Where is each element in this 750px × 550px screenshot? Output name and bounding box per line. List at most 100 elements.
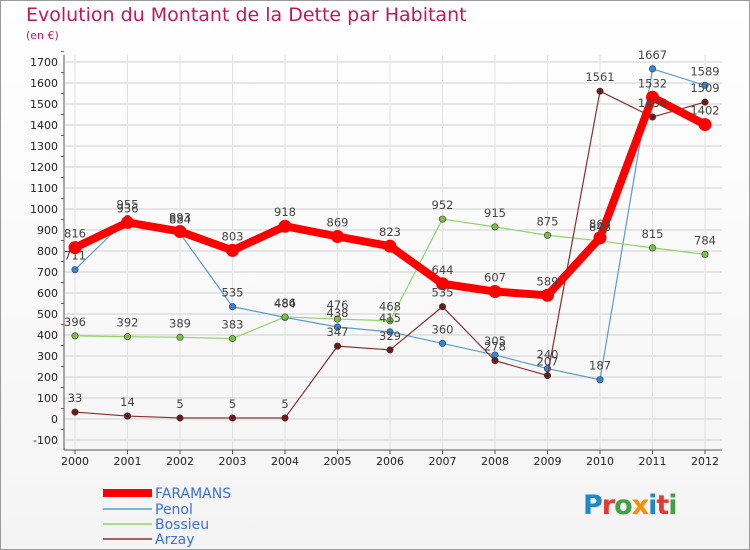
data-label-penol: 955: [117, 197, 139, 211]
data-point-arzay: [648, 113, 656, 121]
logo-letter: x: [631, 490, 649, 521]
data-point-bossieu: [71, 332, 79, 340]
data-point-penol: [386, 328, 394, 336]
x-tick-label: 2006: [376, 455, 404, 468]
data-point-bossieu: [438, 215, 446, 223]
axis-layer: -100 0 100 200 300 400 500 600 700 800 900 1000 1100…: [30, 51, 722, 468]
data-point-arzay: [176, 414, 184, 422]
data-label-faramans: 803: [222, 229, 244, 243]
logo-letter: P: [583, 490, 603, 521]
x-tick-label: 2012: [691, 455, 719, 468]
data-label-bossieu: 915: [484, 206, 506, 220]
data-label-faramans: 823: [379, 225, 401, 239]
logo-letter: o: [614, 490, 633, 521]
data-label-bossieu: 392: [117, 316, 139, 330]
data-label-bossieu: 784: [694, 233, 716, 247]
data-point-bossieu: [648, 244, 656, 252]
data-label-arzay: 1438: [638, 96, 667, 110]
data-label-penol: 305: [484, 334, 506, 348]
data-label-arzay: 5: [176, 397, 183, 411]
y-tick-label: -100: [33, 434, 58, 447]
y-tick-label: 200: [37, 371, 58, 384]
data-label-penol: 438: [327, 306, 349, 320]
x-tick-label: 2011: [639, 455, 667, 468]
data-point-faramans: [121, 215, 134, 229]
data-point-bossieu: [176, 333, 184, 341]
data-point-arzay: [596, 87, 604, 95]
proxiti-logo: Proxiti: [583, 490, 678, 521]
data-label-faramans: 1532: [638, 76, 667, 90]
y-tick-label: 1400: [30, 119, 58, 132]
data-label-penol: 240: [537, 348, 559, 362]
y-tick-label: 100: [37, 392, 58, 405]
data-label-faramans: 1402: [690, 104, 719, 118]
data-point-bossieu: [701, 250, 709, 258]
y-tick-label: 700: [37, 266, 58, 279]
data-label-bossieu: 476: [327, 298, 349, 312]
data-point-bossieu: [124, 333, 132, 341]
logo-letter: r: [601, 490, 615, 521]
x-tick-label: 2010: [586, 455, 614, 468]
y-tick-label: 300: [37, 350, 58, 363]
data-point-penol: [71, 266, 79, 274]
data-point-faramans: [488, 285, 502, 299]
legend-label-bossieu: Bossieu: [155, 517, 209, 533]
series-layer: [68, 65, 712, 422]
data-label-penol: 884: [169, 212, 191, 226]
data-point-faramans: [436, 277, 449, 291]
y-tick-label: 800: [37, 245, 58, 258]
data-label-bossieu: 468: [379, 300, 401, 314]
data-point-faramans: [698, 118, 712, 132]
x-tick-label: 2007: [429, 455, 457, 468]
y-tick-label: 0: [51, 413, 58, 426]
data-label-faramans: 816: [64, 227, 86, 241]
data-label-penol: 187: [589, 359, 611, 373]
data-point-penol: [596, 376, 604, 384]
data-point-faramans: [68, 241, 82, 255]
data-point-faramans: [593, 231, 607, 245]
x-tick-label: 2008: [481, 455, 509, 468]
x-tick-label: 2001: [114, 455, 142, 468]
data-label-penol: 415: [379, 311, 401, 325]
data-label-bossieu: 815: [642, 227, 664, 241]
data-label-bossieu: 952: [432, 198, 454, 212]
data-label-arzay: 347: [327, 325, 349, 339]
data-point-penol: [438, 339, 446, 347]
data-label-arzay: 1509: [690, 81, 719, 95]
data-label-penol: 1589: [690, 64, 719, 78]
y-tick-label: 1700: [30, 56, 58, 69]
data-label-faramans: 893: [169, 210, 191, 224]
data-label-bossieu: 848: [589, 220, 611, 234]
data-label-arzay: 329: [379, 329, 401, 343]
data-label-arzay: 14: [120, 395, 135, 409]
data-label-bossieu: 396: [64, 315, 86, 329]
data-label-arzay: 5: [281, 397, 288, 411]
x-tick-label: 2004: [271, 455, 299, 468]
y-tick-label: 400: [37, 329, 58, 342]
legend-label-penol: Penol: [155, 502, 193, 518]
data-point-arzay: [71, 408, 79, 416]
logo-letter: i: [668, 490, 677, 521]
x-tick-label: 2005: [324, 455, 352, 468]
chart-title: Evolution du Montant de la Dette par Hab…: [26, 4, 467, 26]
x-tick-label: 2009: [534, 455, 562, 468]
data-point-bossieu: [491, 223, 499, 231]
x-tick-label: 2000: [61, 455, 89, 468]
x-tick-label: 2002: [166, 455, 194, 468]
data-label-bossieu: 875: [537, 214, 559, 228]
data-label-arzay: 1561: [585, 70, 614, 84]
data-point-arzay: [543, 372, 551, 380]
data-point-faramans: [226, 243, 239, 257]
data-label-penol: 1667: [638, 48, 667, 62]
y-tick-label: 1000: [30, 203, 58, 216]
data-label-penol: 484: [274, 296, 296, 310]
data-label-bossieu: 389: [169, 316, 191, 330]
data-label-penol: 360: [432, 322, 454, 336]
data-point-arzay: [438, 303, 446, 311]
data-label-penol: 711: [64, 249, 86, 263]
data-point-arzay: [229, 414, 237, 422]
data-point-bossieu: [333, 315, 341, 323]
